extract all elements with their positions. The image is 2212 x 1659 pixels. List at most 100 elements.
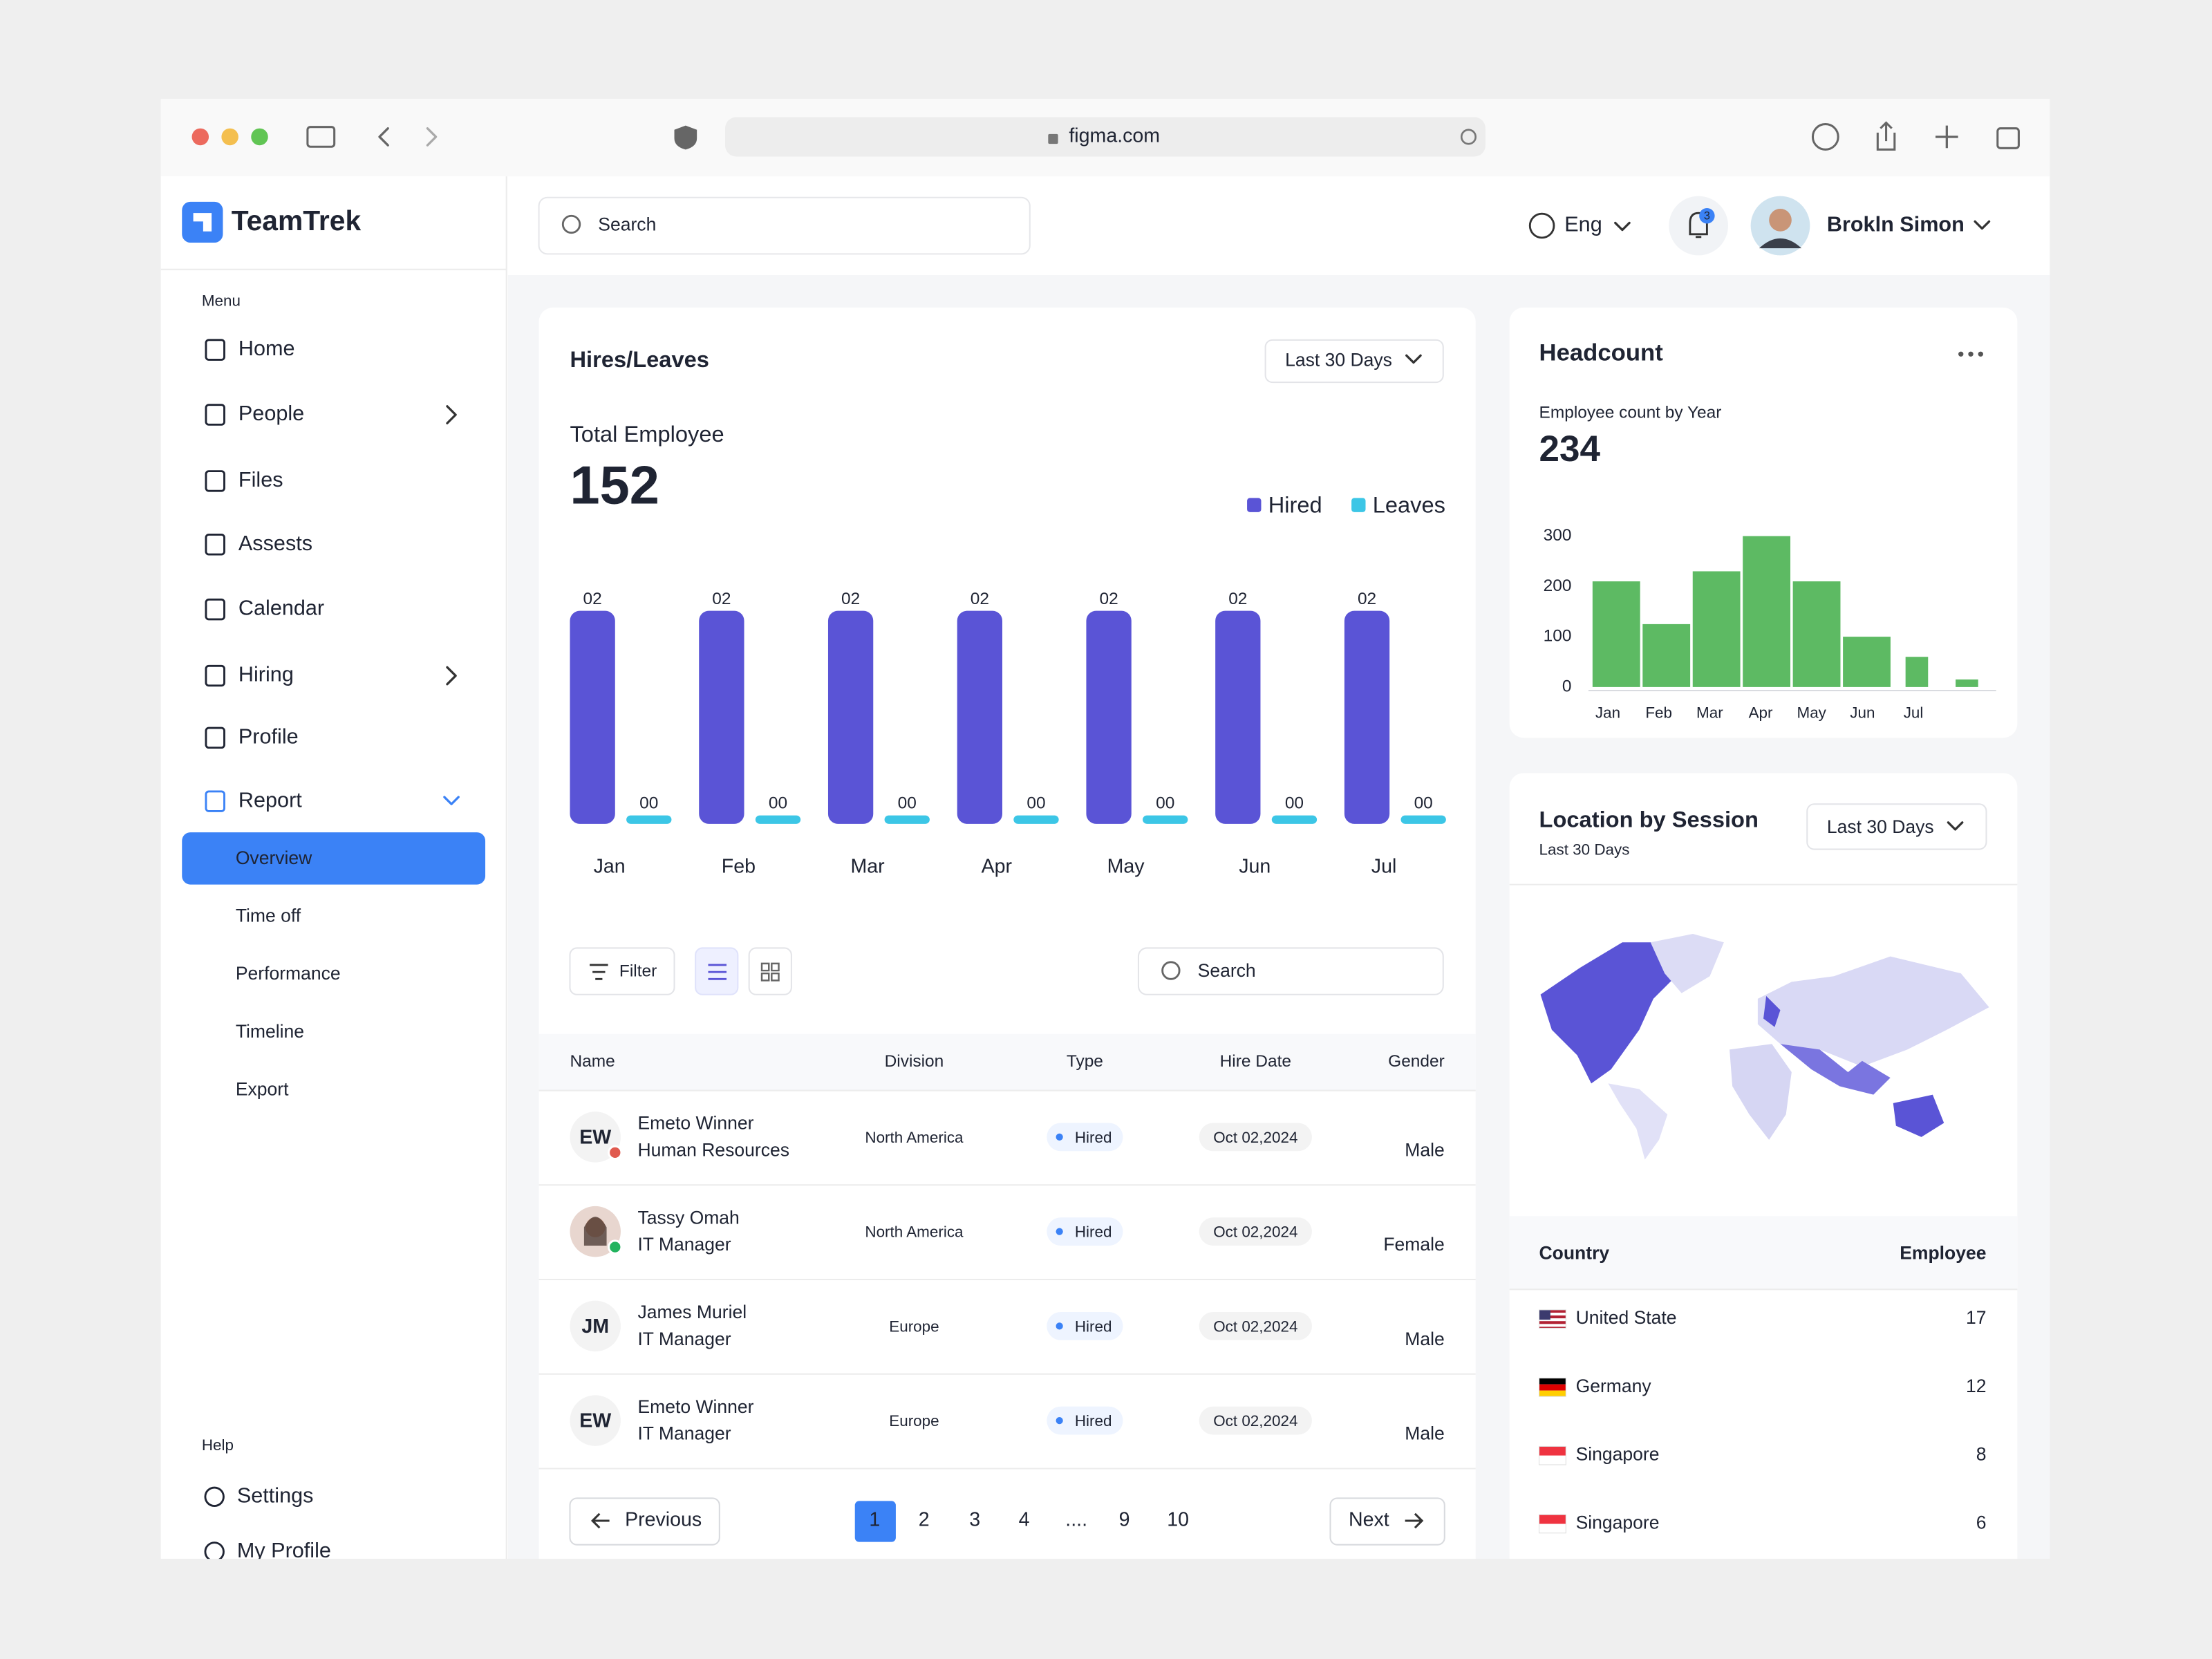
arrow-right-icon — [1405, 1512, 1424, 1529]
nav-item[interactable]: Home — [205, 337, 295, 361]
globe-icon — [1528, 212, 1555, 239]
reload-icon[interactable] — [1460, 129, 1477, 145]
table-row[interactable]: EW Emeto Winner Human Resources North Ameri… — [538, 1089, 1476, 1163]
notifications[interactable]: 3 — [1669, 196, 1728, 256]
table-row[interactable]: Tassy Omah IT Manager North America Hired Oc… — [538, 1184, 1476, 1257]
grid-view-button[interactable] — [748, 947, 792, 995]
more-dot[interactable] — [1958, 351, 1964, 357]
avatar — [570, 1300, 621, 1352]
flag-border — [1539, 1309, 1566, 1329]
type-label: Hired — [1075, 1318, 1112, 1335]
page-button[interactable]: 1 — [854, 1501, 896, 1542]
range-dropdown[interactable]: Last 30 Days — [1264, 339, 1444, 384]
help-item[interactable]: My Profile — [204, 1539, 331, 1562]
window-control[interactable] — [191, 128, 209, 146]
nav-sublabel: Export — [236, 1079, 289, 1100]
nav-item[interactable]: People — [205, 402, 457, 426]
page-button[interactable]: 2 — [919, 1509, 930, 1531]
button-label: Previous — [625, 1509, 702, 1531]
page-number: 4 — [1019, 1509, 1030, 1531]
avatar-face — [1769, 209, 1792, 232]
metric-value: 234 — [1539, 429, 1601, 469]
sidebar-toggle-icon[interactable] — [306, 126, 336, 148]
avatar-body — [1759, 238, 1802, 249]
help-item[interactable]: Settings — [204, 1483, 314, 1507]
table-row[interactable]: EW Emeto Winner IT Manager Europe Hired Oct 0… — [538, 1373, 1476, 1446]
header-search[interactable]: Search — [538, 196, 1031, 255]
window-control[interactable] — [251, 128, 268, 146]
range-dropdown[interactable]: Last 30 Days — [1806, 803, 1987, 850]
brand-logo-mark — [193, 213, 212, 232]
employee-name: Emeto Winner — [637, 1396, 753, 1417]
type-dot — [1056, 1228, 1063, 1235]
menu-label: Menu — [202, 292, 241, 310]
legend-label: Leaves — [1373, 491, 1445, 517]
page-number: 10 — [1167, 1509, 1189, 1531]
previous-button[interactable]: Previous — [569, 1497, 720, 1546]
badge — [1699, 208, 1715, 224]
nav-label: Calendar — [238, 597, 324, 620]
page-button[interactable]: .... — [1065, 1509, 1087, 1531]
date-pill — [1199, 1406, 1312, 1435]
user-menu[interactable]: Brokln Simon — [1750, 196, 1991, 256]
nav-subitem[interactable]: Timeline — [236, 1021, 304, 1042]
page-button[interactable]: 9 — [1119, 1509, 1130, 1531]
search-box — [1137, 947, 1444, 995]
list-view-button[interactable] — [695, 947, 739, 995]
flag-stripe — [1539, 1455, 1566, 1465]
next-button[interactable]: Next — [1329, 1497, 1445, 1546]
x-tick-label: Mar — [851, 856, 885, 878]
employee-count: 17 — [1966, 1307, 1987, 1328]
flag-stripe — [1539, 1446, 1566, 1456]
value-label: 02 — [1228, 590, 1247, 608]
flag-icon — [1539, 1378, 1566, 1397]
more-dot[interactable] — [1978, 351, 1983, 357]
download-icon[interactable] — [1811, 123, 1839, 151]
x-tick-label: Apr — [1749, 704, 1773, 722]
page-button[interactable]: 4 — [1019, 1509, 1030, 1531]
more-dot[interactable] — [1968, 351, 1974, 357]
page-active — [854, 1501, 896, 1542]
nav-item[interactable]: Hiring — [205, 663, 457, 687]
nav-item[interactable]: Calendar — [205, 597, 324, 621]
nav-item[interactable]: Report — [205, 788, 460, 812]
page-number: 2 — [919, 1509, 930, 1531]
language-select[interactable]: Eng — [1528, 212, 1631, 239]
nav-subitem[interactable]: Overview — [182, 832, 486, 885]
nav-subitem[interactable]: Time off — [236, 906, 301, 926]
active-highlight — [182, 832, 486, 885]
metric-value: 152 — [570, 456, 659, 516]
flag-stripe — [1539, 1309, 1550, 1320]
card-title: Headcount — [1539, 339, 1664, 366]
window-control[interactable] — [221, 128, 238, 146]
page-button[interactable]: 3 — [969, 1509, 980, 1531]
map-region — [1780, 1044, 1891, 1095]
x-tick-label: Apr — [982, 856, 1013, 878]
map-region — [1893, 1094, 1944, 1137]
nav-subitem[interactable]: Export — [236, 1079, 289, 1100]
flag-stripe — [1539, 1384, 1566, 1391]
nav-item[interactable]: Assests — [205, 532, 312, 556]
table-search[interactable]: Search — [1137, 947, 1444, 995]
location-row: Singapore 8 — [1539, 1444, 1986, 1465]
url-bar[interactable] — [724, 117, 1485, 157]
button-box — [748, 947, 792, 995]
bar — [884, 815, 930, 824]
nav-label: My Profile — [237, 1539, 331, 1562]
hire-date: Oct 02,2024 — [1213, 1318, 1297, 1335]
new-tab-icon[interactable] — [1936, 125, 1958, 149]
nav-item[interactable]: Files — [205, 468, 283, 492]
filter-button[interactable]: Filter — [569, 947, 675, 995]
nav-item[interactable]: Profile — [205, 724, 299, 749]
page-button[interactable]: 10 — [1167, 1509, 1189, 1531]
nav-subitem[interactable]: Performance — [236, 963, 341, 984]
bar — [755, 815, 801, 824]
table-row[interactable]: JM James Muriel IT Manager Europe Hired Oct 0… — [538, 1279, 1476, 1352]
share-icon[interactable] — [1876, 121, 1896, 151]
type-pill — [1047, 1406, 1123, 1435]
chevron-icon — [1405, 354, 1422, 364]
tabs-icon[interactable] — [1996, 127, 2020, 149]
shield-icon[interactable] — [674, 125, 697, 150]
